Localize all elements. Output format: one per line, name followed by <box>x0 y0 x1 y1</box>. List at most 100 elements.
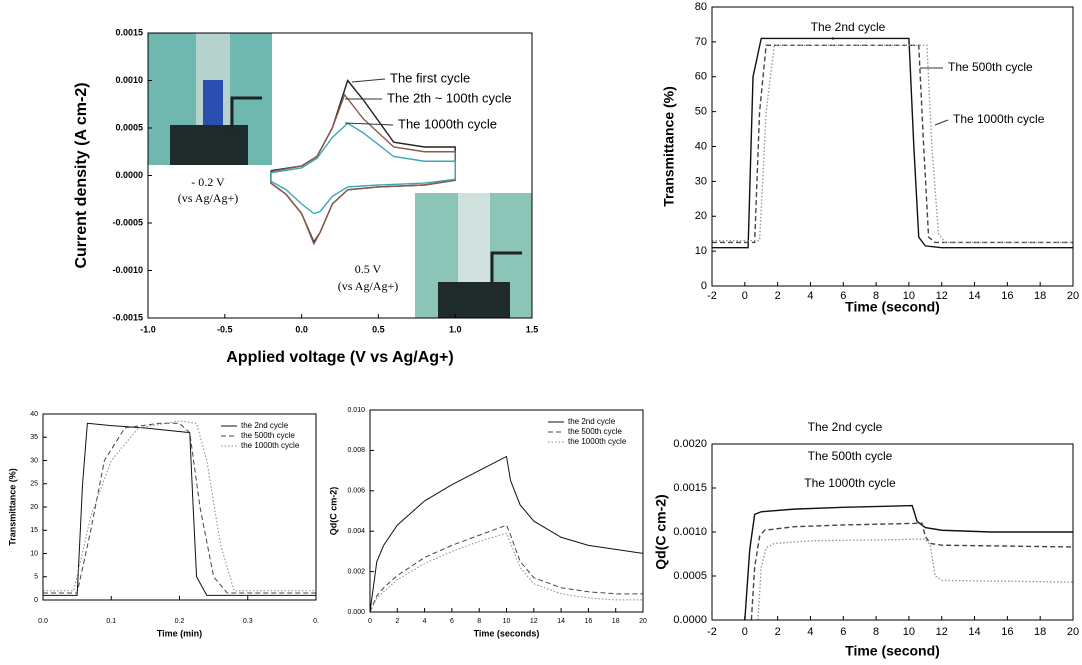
y-tick-label: 40 <box>30 411 38 418</box>
x-tick-label: 4 <box>807 626 813 638</box>
x-tick-label: 0.1 <box>106 618 116 625</box>
series-line <box>43 420 316 592</box>
y-tick-label: 10 <box>695 245 707 257</box>
annotation: The 1000th cycle <box>953 112 1045 126</box>
legend-label: the 2nd cycle <box>241 421 289 430</box>
legend-label: the 2nd cycle <box>568 417 616 426</box>
y-tick-label: 0 <box>701 280 707 292</box>
x-axis-label: Time (second) <box>845 299 940 315</box>
x-tick-label: 12 <box>936 626 948 638</box>
y-tick-label: 0.010 <box>347 407 365 414</box>
y-tick-label: 35 <box>30 434 38 441</box>
y-axis-label: Transmittance (%) <box>7 468 17 546</box>
y-tick-label: 30 <box>30 457 38 464</box>
series-line <box>370 532 643 612</box>
annotation: (vs Ag/Ag+) <box>178 191 238 205</box>
series-line <box>270 122 456 215</box>
annotation: (vs Ag/Ag+) <box>338 279 398 293</box>
y-axis-label: Transmittance (%) <box>661 86 677 207</box>
x-tick-label: 14 <box>557 618 565 625</box>
y-axis-label: Qd(C cm-2) <box>653 494 669 569</box>
x-tick-label: 0.0 <box>38 618 48 625</box>
x-tick-label: 14 <box>968 290 980 302</box>
x-tick-label: 2 <box>395 618 399 625</box>
x-tick-label: -2 <box>707 290 717 302</box>
y-tick-label: 40 <box>695 140 707 152</box>
y-tick-label: 0.008 <box>347 447 365 454</box>
y-tick-label: 0.006 <box>347 488 365 495</box>
x-tick-label: -0.5 <box>217 324 233 334</box>
x-tick-label: -2 <box>707 626 717 638</box>
electrode <box>230 96 262 130</box>
x-tick-label: 20 <box>639 618 647 625</box>
photo-oxidized <box>415 193 532 318</box>
cell-holder <box>170 125 248 165</box>
chart: -2 0 2 4 6 8 10 12 14 16 18 2001020304050607080Time… <box>661 1 1079 315</box>
y-tick-label: 0.0000 <box>115 170 143 180</box>
legend-label: the 1000th cycle <box>568 437 627 446</box>
x-tick-label: 0.0 <box>295 324 308 334</box>
x-tick-label: 0. <box>313 618 319 625</box>
x-axis-label: Applied voltage (V vs Ag/Ag+) <box>226 349 453 366</box>
series-line <box>270 93 456 246</box>
annotation: The 1000th cycle <box>398 116 497 131</box>
y-tick-label: 0.002 <box>347 568 365 575</box>
x-tick-label: 6 <box>840 626 846 638</box>
y-tick-label: 0.004 <box>347 528 365 535</box>
annotation: - 0.2 V <box>191 175 225 189</box>
y-tick-label: 0.0015 <box>115 27 143 37</box>
y-tick-label: 10 <box>30 550 38 557</box>
annotation-arrow <box>351 78 386 83</box>
x-tick-label: 20 <box>1067 290 1079 302</box>
legend-label: the 500th cycle <box>568 427 622 436</box>
y-tick-label: 0.0010 <box>673 526 707 538</box>
y-tick-label: 60 <box>695 71 707 83</box>
annotation: The 500th cycle <box>948 60 1033 74</box>
x-tick-label: 16 <box>1001 290 1013 302</box>
chart: -2 0 2 4 6 8 10 12 14 16 18 20 0.0000 0.0005 0.0010 0.0… <box>653 420 1079 659</box>
annotation: The 2nd cycle <box>808 420 883 434</box>
blue-solution <box>203 80 223 132</box>
series-line <box>712 44 1073 244</box>
series-line <box>370 455 643 612</box>
y-tick-label: 50 <box>695 106 707 118</box>
y-tick-label: 20 <box>695 210 707 222</box>
x-tick-label: 14 <box>968 626 980 638</box>
x-tick-label: 0 <box>742 626 748 638</box>
y-tick-label: 0 <box>34 597 38 604</box>
x-tick-label: 20 <box>1067 626 1079 638</box>
y-tick-label: 5 <box>34 574 38 581</box>
x-tick-label: 0.2 <box>175 618 185 625</box>
x-axis-label: Time (seconds) <box>474 628 540 638</box>
annotation: The 2th ~ 100th cycle <box>387 90 512 105</box>
x-tick-label: 2 <box>775 626 781 638</box>
annotation-arrow <box>934 119 949 126</box>
x-tick-label: 6 <box>840 290 846 302</box>
y-tick-label: -0.0010 <box>112 265 143 275</box>
series-line <box>43 422 316 596</box>
series-line <box>750 522 1073 620</box>
x-tick-label: 16 <box>1001 626 1013 638</box>
y-tick-label: -0.0015 <box>112 312 143 322</box>
annotation: The 500th cycle <box>808 449 893 463</box>
y-tick-label: 0.0000 <box>673 614 707 626</box>
y-tick-label: 0.0015 <box>673 482 707 494</box>
y-tick-label: 0.000 <box>347 609 365 616</box>
series-line <box>370 524 643 612</box>
x-tick-label: 0.5 <box>372 324 385 334</box>
y-tick-label: 0.0005 <box>115 122 143 132</box>
y-tick-label: 15 <box>30 527 38 534</box>
x-tick-label: 10 <box>903 626 915 638</box>
x-tick-label: 6 <box>450 618 454 625</box>
chart: -1.0 -0.5 0.0 0.5 1.0 1.5 -0.0015 -0.0010 -0.000… <box>73 27 538 366</box>
y-axis-label: Qd(C cm-2) <box>328 487 338 536</box>
y-tick-label: 30 <box>695 175 707 187</box>
x-tick-label: 12 <box>530 618 538 625</box>
annotation: The first cycle <box>390 70 470 85</box>
photo-reduced <box>148 33 272 165</box>
x-tick-label: 18 <box>1034 626 1046 638</box>
y-tick-label: 0.0010 <box>115 75 143 85</box>
